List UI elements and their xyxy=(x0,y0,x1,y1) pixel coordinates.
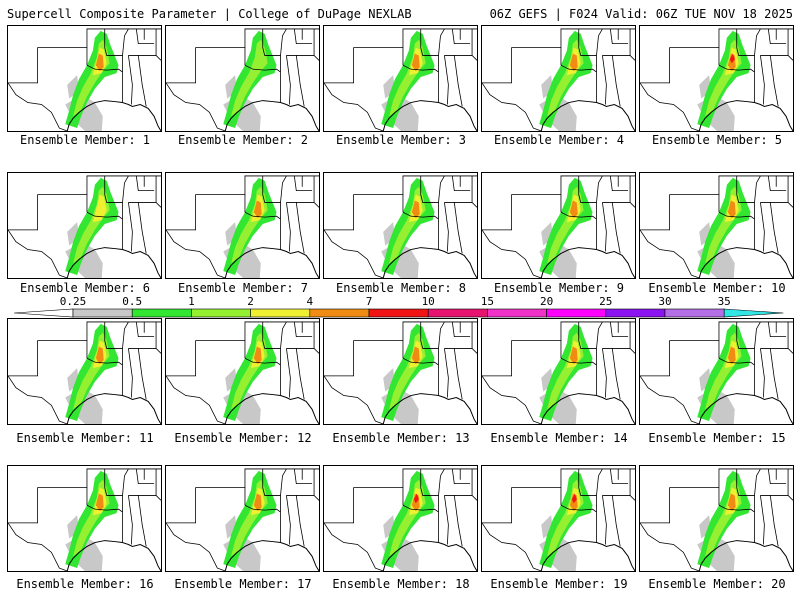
scp-map xyxy=(324,28,477,131)
ensemble-map-panel xyxy=(165,172,320,279)
ensemble-map-panel xyxy=(481,318,636,425)
ensemble-member-label: Ensemble Member: 9 xyxy=(493,281,625,295)
colorbar-tick-label: 20 xyxy=(539,295,554,308)
scp-map xyxy=(324,321,477,424)
ensemble-map-panel xyxy=(165,25,320,132)
ensemble-member-label: Ensemble Member: 1 xyxy=(19,133,151,147)
page-title: Supercell Composite Parameter | College … xyxy=(7,7,412,21)
scp-map xyxy=(8,468,161,571)
scp-map xyxy=(166,28,319,131)
scp-map xyxy=(8,321,161,424)
scp-map xyxy=(640,468,793,571)
ensemble-member-label: Ensemble Member: 7 xyxy=(177,281,309,295)
ensemble-member-label: Ensemble Member: 19 xyxy=(490,577,628,591)
ensemble-member-label: Ensemble Member: 11 xyxy=(16,431,154,445)
ensemble-member-label: Ensemble Member: 14 xyxy=(490,431,628,445)
colorbar-segment xyxy=(723,308,784,318)
ensemble-member-label: Ensemble Member: 6 xyxy=(19,281,151,295)
ensemble-map-panel xyxy=(323,172,478,279)
ensemble-member-label: Ensemble Member: 17 xyxy=(174,577,312,591)
colorbar-segment xyxy=(72,308,133,318)
ensemble-map-panel xyxy=(7,172,162,279)
scp-map xyxy=(8,175,161,278)
ensemble-map-panel xyxy=(639,172,794,279)
colorbar-tick-label: 30 xyxy=(658,295,672,308)
ensemble-member-label: Ensemble Member: 18 xyxy=(332,577,470,591)
colorbar-segment xyxy=(309,308,370,318)
colorbar-tick-label: 10 xyxy=(421,295,435,308)
scp-map xyxy=(166,468,319,571)
ensemble-map-panel xyxy=(639,25,794,132)
ensemble-member-label: Ensemble Member: 20 xyxy=(648,577,786,591)
colorbar-left-arrow xyxy=(13,308,74,318)
ensemble-map-panel xyxy=(481,172,636,279)
ensemble-member-label: Ensemble Member: 12 xyxy=(174,431,312,445)
ensemble-member-label: Ensemble Member: 3 xyxy=(335,133,467,147)
scp-map xyxy=(324,468,477,571)
colorbar-tick-label: 1 xyxy=(188,295,195,308)
colorbar-segment xyxy=(605,308,666,318)
scp-map xyxy=(324,175,477,278)
ensemble-member-label: Ensemble Member: 4 xyxy=(493,133,625,147)
colorbar-tick-label: 25 xyxy=(599,295,613,308)
colorbar-segment xyxy=(368,308,429,318)
colorbar-segment xyxy=(487,308,547,318)
scp-map xyxy=(166,321,319,424)
scp-map xyxy=(640,28,793,131)
colorbar-tick-label: 2 xyxy=(247,295,254,308)
ensemble-member-label: Ensemble Member: 16 xyxy=(16,577,154,591)
ensemble-map-panel xyxy=(323,318,478,425)
valid-time: 06Z GEFS | F024 Valid: 06Z TUE NOV 18 20… xyxy=(489,7,793,21)
ensemble-map-panel xyxy=(7,318,162,425)
scp-map xyxy=(640,321,793,424)
ensemble-member-label: Ensemble Member: 8 xyxy=(335,281,467,295)
colorbar-segment xyxy=(546,308,607,318)
colorbar-tick-label: 15 xyxy=(480,295,495,308)
ensemble-map-panel xyxy=(481,465,636,572)
ensemble-map-panel xyxy=(323,25,478,132)
scp-map xyxy=(482,321,635,424)
scp-map xyxy=(482,175,635,278)
ensemble-map-panel xyxy=(639,465,794,572)
ensemble-map-panel xyxy=(323,465,478,572)
ensemble-member-label: Ensemble Member: 2 xyxy=(177,133,309,147)
ensemble-map-panel xyxy=(7,465,162,572)
colorbar xyxy=(13,308,784,318)
scp-map xyxy=(482,468,635,571)
ensemble-member-label: Ensemble Member: 5 xyxy=(651,133,783,147)
colorbar-tick-label: 35 xyxy=(717,295,731,308)
colorbar-segment xyxy=(250,308,311,318)
colorbar-tick-label: 0.5 xyxy=(122,295,143,308)
ensemble-map-panel xyxy=(639,318,794,425)
colorbar-segment xyxy=(664,308,725,318)
scp-map xyxy=(8,28,161,131)
scp-map xyxy=(166,175,319,278)
colorbar-segment xyxy=(427,308,488,318)
colorbar-tick-label: 7 xyxy=(365,295,373,308)
colorbar-tick-label: 4 xyxy=(306,295,314,308)
ensemble-member-label: Ensemble Member: 10 xyxy=(648,281,786,295)
ensemble-map-panel xyxy=(481,25,636,132)
ensemble-member-label: Ensemble Member: 15 xyxy=(648,431,786,445)
ensemble-map-panel xyxy=(165,465,320,572)
colorbar-segment xyxy=(191,308,251,318)
ensemble-map-panel xyxy=(165,318,320,425)
ensemble-map-panel xyxy=(7,25,162,132)
scp-map xyxy=(482,28,635,131)
scp-map xyxy=(640,175,793,278)
colorbar-tick-label: 0.25 xyxy=(59,295,87,308)
colorbar-segment xyxy=(131,308,192,318)
ensemble-member-label: Ensemble Member: 13 xyxy=(332,431,470,445)
